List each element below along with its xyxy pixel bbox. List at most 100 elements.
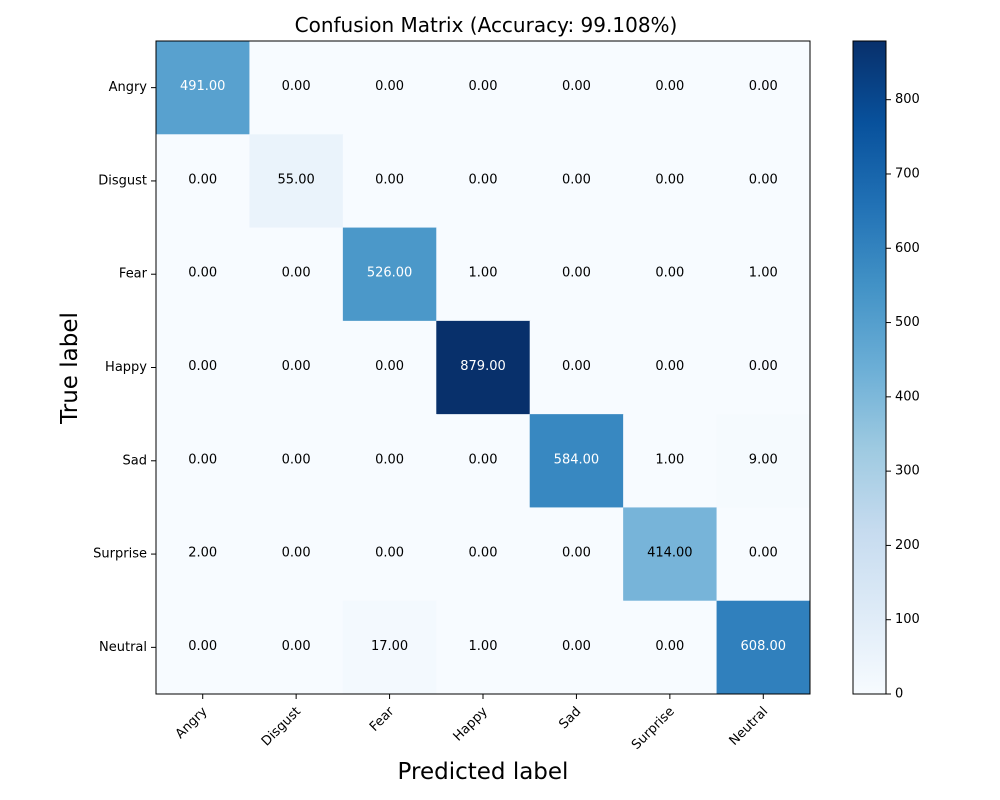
heatmap-cell — [436, 507, 531, 602]
heatmap-cell — [716, 600, 811, 695]
heatmap-cell — [249, 507, 344, 602]
heatmap-cell — [156, 320, 250, 415]
cell-value-label: 491.00 — [180, 79, 226, 94]
y-tick-label: Sad — [123, 453, 147, 468]
y-tick-label: Surprise — [93, 547, 147, 562]
heatmap-cell — [436, 320, 531, 415]
cell-value-label: 1.00 — [749, 266, 778, 281]
cell-value-label: 2.00 — [188, 546, 217, 561]
x-tick-label: Fear — [367, 704, 398, 735]
heatmap-cell — [342, 600, 437, 695]
cell-value-labels: 491.00 0.00 0.00 0.00 0.00 0.00 0.00 0.00 55.00 0… — [180, 79, 786, 654]
x-axis-label: Predicted label — [398, 759, 569, 785]
cell-value-label: 0.00 — [562, 359, 591, 374]
heatmap-cell — [249, 41, 344, 135]
cell-value-label: 0.00 — [188, 266, 217, 281]
cell-value-label: 0.00 — [282, 359, 311, 374]
colorbar-tick-label: 0 — [895, 687, 903, 702]
colorbar-tick-label: 600 — [895, 241, 920, 256]
cell-value-label: 0.00 — [375, 79, 404, 94]
cell-value-label: 0.00 — [562, 639, 591, 654]
heatmap-cell — [156, 600, 250, 695]
heatmap-cell — [342, 134, 437, 229]
heatmap-cell — [623, 320, 718, 415]
colorbar-tick-label: 400 — [895, 389, 920, 404]
heatmap-cell — [529, 507, 624, 602]
colorbar — [852, 40, 887, 695]
cell-value-label: 0.00 — [749, 172, 778, 187]
y-tick-label: Fear — [119, 267, 148, 282]
colorbar-tick-label: 500 — [895, 315, 920, 330]
heatmap-cell — [156, 414, 250, 508]
y-tick-label: Angry — [109, 80, 148, 95]
heatmap-cell — [716, 227, 811, 322]
cell-value-label: 17.00 — [371, 639, 408, 654]
cell-value-label: 0.00 — [188, 452, 217, 467]
cell-value-label: 414.00 — [647, 546, 693, 561]
cell-value-label: 9.00 — [749, 452, 778, 467]
x-tick-label: Surprise — [629, 704, 678, 753]
cell-value-label: 0.00 — [375, 546, 404, 561]
cell-value-label: 0.00 — [749, 546, 778, 561]
heatmap-cell — [716, 134, 811, 229]
heatmap-cell — [342, 320, 437, 415]
heatmap-cell — [529, 414, 624, 508]
heatmap-cell — [436, 414, 531, 508]
cell-value-label: 0.00 — [655, 79, 684, 94]
x-tick-label: Neutral — [727, 704, 772, 749]
cell-value-label: 0.00 — [469, 79, 498, 94]
colorbar-tick-label: 100 — [895, 612, 920, 627]
heatmap-cell — [436, 227, 531, 322]
cell-value-label: 0.00 — [188, 359, 217, 374]
cell-value-label: 0.00 — [655, 172, 684, 187]
heatmap-cell — [529, 41, 624, 135]
cell-value-label: 0.00 — [375, 172, 404, 187]
cell-value-label: 1.00 — [469, 639, 498, 654]
x-tick-label: Happy — [451, 704, 491, 744]
heatmap-cell — [436, 41, 531, 135]
cell-value-label: 0.00 — [562, 266, 591, 281]
cell-value-label: 0.00 — [375, 359, 404, 374]
cell-value-label: 0.00 — [749, 79, 778, 94]
heatmap-cells — [156, 41, 811, 695]
colorbar-ticks: 0 100 200 300 400 500 600 700 800 — [886, 92, 920, 702]
cell-value-label: 0.00 — [282, 266, 311, 281]
cell-value-label: 1.00 — [655, 452, 684, 467]
x-tick-label: Disgust — [259, 704, 304, 749]
cell-value-label: 0.00 — [562, 546, 591, 561]
heatmap-cell — [529, 600, 624, 695]
heatmap-cell — [249, 227, 344, 322]
heatmap-cell — [529, 134, 624, 229]
heatmap-cell — [249, 134, 344, 229]
cell-value-label: 608.00 — [741, 639, 787, 654]
y-tick-label: Neutral — [99, 640, 147, 655]
x-axis-ticks: Angry Disgust Fear Happy Sad Surprise Neutral — [173, 694, 771, 753]
cell-value-label: 0.00 — [749, 359, 778, 374]
heatmap-cell — [156, 227, 250, 322]
colorbar-tick-label: 200 — [895, 538, 920, 553]
x-tick-label: Sad — [556, 704, 584, 732]
colorbar-tick-label: 300 — [895, 464, 920, 479]
heatmap-cell — [623, 414, 718, 508]
cell-value-label: 55.00 — [278, 172, 315, 187]
cell-value-label: 0.00 — [469, 172, 498, 187]
colorbar-tick-label: 800 — [895, 92, 920, 107]
heatmap-cell — [342, 414, 437, 508]
cell-value-label: 526.00 — [367, 266, 413, 281]
y-axis-label: True label — [57, 312, 83, 425]
cell-value-label: 1.00 — [469, 266, 498, 281]
heatmap-cell — [716, 414, 811, 508]
heatmap-cell — [623, 600, 718, 695]
heatmap-cell — [529, 320, 624, 415]
cell-value-label: 0.00 — [655, 359, 684, 374]
heatmap-cell — [156, 134, 250, 229]
heatmap-cell — [716, 507, 811, 602]
heatmap-cell — [342, 41, 437, 135]
chart-title: Confusion Matrix (Accuracy: 99.108%) — [295, 13, 678, 37]
cell-value-label: 0.00 — [655, 639, 684, 654]
cell-value-label: 0.00 — [282, 546, 311, 561]
heatmap-cell — [716, 320, 811, 415]
cell-value-label: 0.00 — [655, 266, 684, 281]
heatmap-cell — [342, 227, 437, 322]
